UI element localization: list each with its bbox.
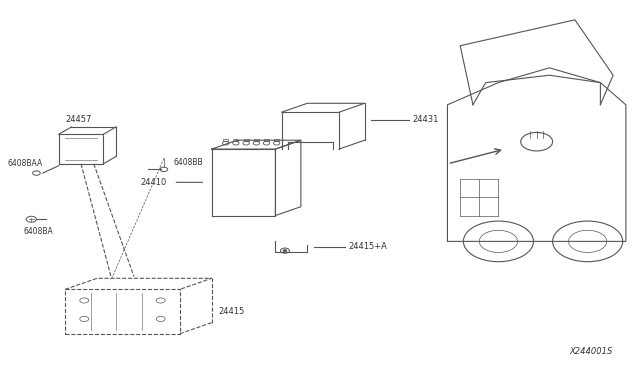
Bar [264,139,269,141]
Bar [244,139,248,141]
Bar [274,139,279,141]
Bar [253,139,259,141]
Bar [223,139,228,141]
Text: 24431: 24431 [412,115,439,124]
Circle shape [283,250,287,252]
Text: 24410: 24410 [141,178,167,187]
Text: X244001S: X244001S [570,347,613,356]
Text: 24457: 24457 [65,115,92,124]
Text: 6408BA: 6408BA [24,227,54,235]
Text: 24415: 24415 [218,307,244,316]
Text: 6408BAA: 6408BAA [8,159,43,169]
Text: 24415+A: 24415+A [349,243,388,251]
Text: 6408BB: 6408BB [173,157,203,167]
Bar [234,139,239,141]
